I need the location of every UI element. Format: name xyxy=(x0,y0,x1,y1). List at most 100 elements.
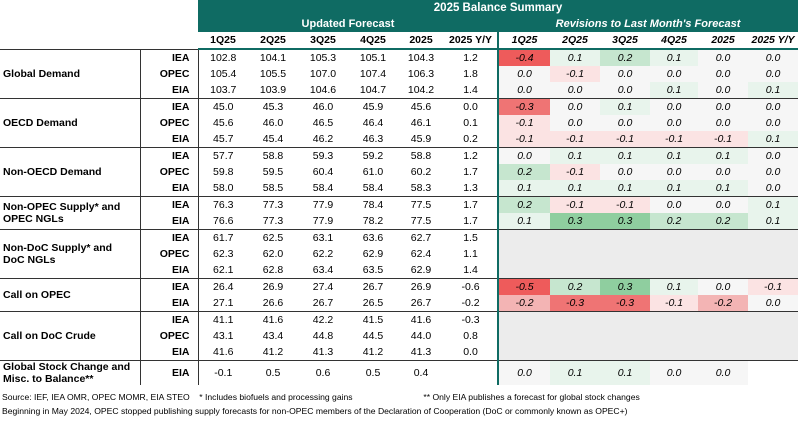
forecast-value: 62.1 xyxy=(197,262,248,279)
forecast-value: 105.4 xyxy=(197,66,248,82)
table-row: EIA 62.1 62.8 63.4 63.5 62.9 1.4 xyxy=(0,262,798,279)
forecast-value: 62.8 xyxy=(262,264,284,276)
revision-empty xyxy=(748,246,798,262)
revision-value: 0.3 xyxy=(550,213,600,230)
column-header-upd-4: 2025 xyxy=(398,32,444,50)
source-label: EIA xyxy=(171,84,190,96)
forecast-value: 46.3 xyxy=(362,133,384,145)
revision-value: 0.1 xyxy=(600,98,650,115)
revision-value: 0.2 xyxy=(698,213,748,230)
revision-empty xyxy=(497,328,550,344)
revision-value: 0.0 xyxy=(698,360,748,385)
revision-empty xyxy=(550,229,600,246)
revision-value: 0.0 xyxy=(600,164,650,180)
revision-value: -0.1 xyxy=(497,131,550,148)
revision-value: -0.1 xyxy=(698,131,748,148)
category-label: Global Stock Change and Misc. to Balance… xyxy=(0,360,141,385)
source-label: EIA xyxy=(171,215,190,227)
revision-value: -0.3 xyxy=(497,98,550,115)
column-header-rev-4: 2025 xyxy=(698,32,748,50)
revision-value: 0.1 xyxy=(550,180,600,197)
revision-value: -0.1 xyxy=(550,196,600,213)
forecast-value: 1.7 xyxy=(444,196,498,213)
forecast-value: 62.2 xyxy=(312,248,334,260)
revision-value: -0.3 xyxy=(600,295,650,312)
forecast-value: 27.1 xyxy=(197,295,248,312)
table-row: EIA 103.7 103.9 104.6 104.7 104.2 1.4 0.0 0.0 0.0… xyxy=(0,82,798,99)
forecast-value: 0.6 xyxy=(298,360,348,385)
forecast-value: 58.8 xyxy=(398,147,444,164)
revision-value: 0.1 xyxy=(698,147,748,164)
table-row: Call on DoC Crude IEA 41.1 41.6 42.2 41.5 41.6… xyxy=(0,311,798,361)
revision-value: -0.1 xyxy=(748,278,798,295)
forecast-value: 76.6 xyxy=(197,213,248,230)
forecast-value: 46.0 xyxy=(298,98,348,115)
revision-value: -0.1 xyxy=(650,295,698,312)
forecast-value: -0.6 xyxy=(444,278,498,295)
source-label: EIA xyxy=(171,346,190,358)
forecast-value: 41.6 xyxy=(248,311,298,328)
forecast-value: 45.4 xyxy=(262,133,284,145)
revision-value: 0.0 xyxy=(748,115,798,131)
forecast-value: 60.4 xyxy=(312,166,334,178)
source-label: IEA xyxy=(140,196,198,213)
forecast-value: -0.2 xyxy=(461,297,480,309)
table-row: Global Stock Change and Misc. to Balance… xyxy=(0,360,798,385)
column-header-rev-3: 4Q25 xyxy=(650,32,698,50)
revision-empty xyxy=(748,344,798,361)
table-row: OPEC 105.4 105.5 107.0 107.4 106.3 1.8 0.0 -0.1 0… xyxy=(0,66,798,82)
source-label: EIA xyxy=(171,182,190,194)
revision-empty xyxy=(698,246,748,262)
revision-empty xyxy=(550,246,600,262)
forecast-value: 41.3 xyxy=(410,346,432,358)
forecast-value: 58.8 xyxy=(248,147,298,164)
revision-value: 0.1 xyxy=(650,278,698,295)
forecast-value: 1.1 xyxy=(463,248,478,260)
forecast-value: 104.6 xyxy=(309,84,337,96)
forecast-value: 77.3 xyxy=(248,196,298,213)
revision-value: 0.1 xyxy=(650,82,698,99)
revision-value: 0.1 xyxy=(748,131,798,148)
revision-empty xyxy=(748,328,798,344)
source-label: OPEC xyxy=(159,166,190,178)
forecast-value: 46.2 xyxy=(312,133,334,145)
forecast-value: 27.4 xyxy=(298,278,348,295)
revision-value: 0.2 xyxy=(550,278,600,295)
forecast-value: 103.9 xyxy=(259,84,287,96)
revision-value: 0.0 xyxy=(550,115,600,131)
revision-value: -0.3 xyxy=(550,295,600,312)
revision-empty xyxy=(600,328,650,344)
table-row: OPEC 43.1 43.4 44.8 44.5 44.0 0.8 xyxy=(0,328,798,344)
revision-empty xyxy=(650,229,698,246)
revision-value: 0.0 xyxy=(698,48,748,66)
forecast-value: 103.7 xyxy=(197,82,248,99)
revision-value: -0.1 xyxy=(600,131,650,148)
forecast-value: 41.3 xyxy=(312,346,334,358)
forecast-value: 41.2 xyxy=(262,346,284,358)
table-row: Non-DoC Supply* and DoC NGLs IEA 61.7 62.5 6… xyxy=(0,229,798,279)
forecast-value: 63.4 xyxy=(312,264,334,276)
forecast-value: 0.1 xyxy=(463,117,478,129)
column-header-upd-2: 3Q25 xyxy=(298,32,348,50)
revision-value: 0.1 xyxy=(497,213,550,230)
forecast-value: 0.8 xyxy=(463,330,478,342)
source-label: OPEC xyxy=(159,117,190,129)
revision-empty xyxy=(698,262,748,279)
revision-empty xyxy=(600,262,650,279)
forecast-value: 62.3 xyxy=(197,246,248,262)
revision-value: 0.1 xyxy=(698,180,748,197)
forecast-value: 63.5 xyxy=(362,264,384,276)
forecast-value: 62.7 xyxy=(398,229,444,246)
revision-value: -0.5 xyxy=(497,278,550,295)
column-header-upd-3: 4Q25 xyxy=(348,32,398,50)
forecast-value: 62.9 xyxy=(410,264,432,276)
revision-value: -0.1 xyxy=(600,196,650,213)
forecast-value: 45.6 xyxy=(197,115,248,131)
revision-empty xyxy=(550,328,600,344)
forecast-value: -0.1 xyxy=(197,360,248,385)
revision-empty xyxy=(748,311,798,328)
revision-value: 0.0 xyxy=(748,295,798,312)
revision-empty xyxy=(550,344,600,361)
forecast-value: 58.5 xyxy=(262,182,284,194)
